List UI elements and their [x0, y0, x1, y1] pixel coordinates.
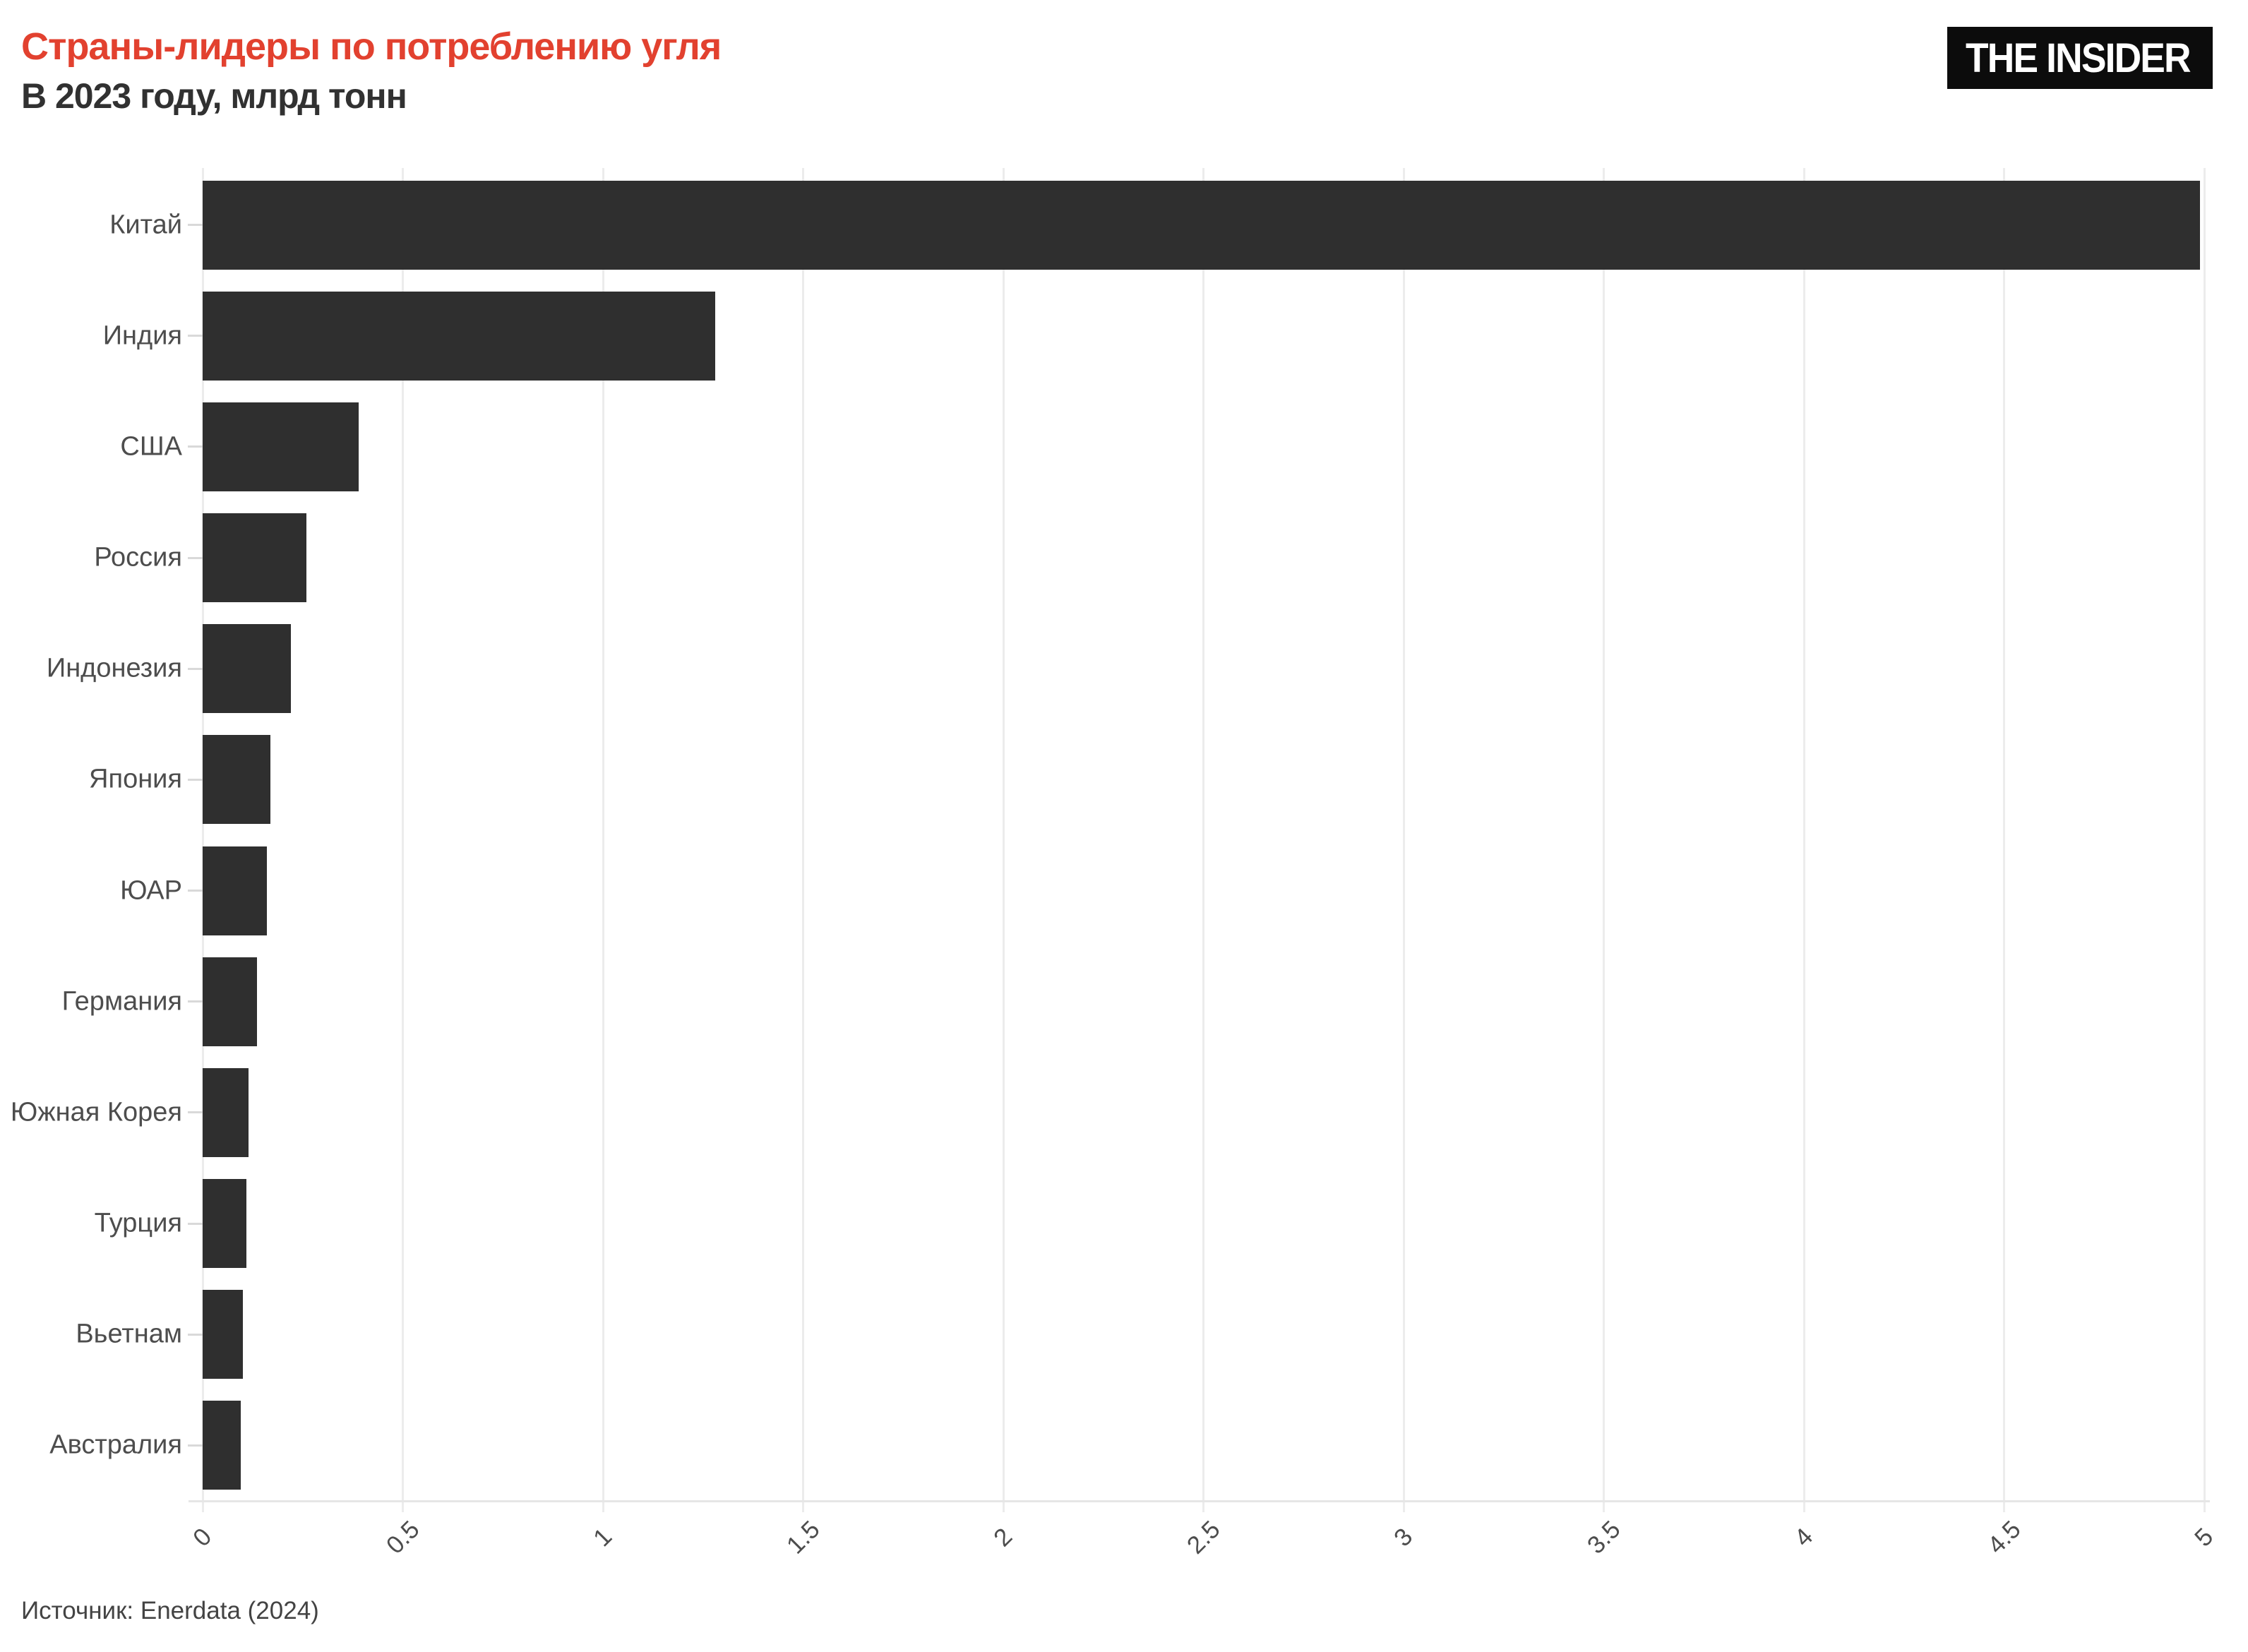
x-axis-line [189, 1500, 2210, 1502]
x-gridline [602, 168, 604, 1512]
x-gridline [2003, 168, 2005, 1512]
bar [203, 846, 267, 935]
x-axis-tick-label: 2.5 [1181, 1515, 1226, 1560]
category-label: Германия [61, 986, 182, 1017]
category-tick [188, 778, 203, 781]
x-gridline [1802, 168, 1805, 1512]
category-tick [188, 445, 203, 448]
bar [203, 180, 2200, 270]
category-label: Китай [109, 210, 182, 240]
bar [203, 624, 291, 714]
category-label: Япония [89, 764, 182, 794]
category-tick [188, 556, 203, 559]
x-gridline [2203, 168, 2206, 1512]
category-label: США [120, 431, 182, 462]
bar [203, 291, 715, 381]
bar [203, 402, 359, 491]
source-note: Источник: Enerdata (2024) [21, 1597, 319, 1624]
bar [203, 1067, 249, 1157]
x-axis-tick-label: 4 [1788, 1522, 1819, 1552]
the-insider-logo: THE INSIDER [1947, 27, 2213, 89]
bar [203, 1401, 241, 1490]
category-label: Индонезия [46, 653, 182, 683]
x-gridline [1603, 168, 1605, 1512]
x-gridline [1202, 168, 1204, 1512]
category-tick [188, 1111, 203, 1114]
x-axis-tick-label: 2 [988, 1522, 1018, 1552]
bar [203, 513, 306, 603]
category-tick [188, 1333, 203, 1336]
category-label: Австралия [49, 1430, 182, 1460]
x-axis-tick-label: 0.5 [381, 1515, 425, 1560]
category-tick [188, 335, 203, 337]
bar [203, 1179, 246, 1269]
x-gridline [201, 168, 204, 1512]
category-tick [188, 1222, 203, 1225]
chart-title: Страны-лидеры по потреблению угля [21, 25, 722, 68]
x-axis-tick-label: 3 [1388, 1522, 1418, 1552]
x-axis-tick-label: 0 [187, 1522, 217, 1552]
category-label: Индия [102, 321, 182, 351]
x-axis-tick-label: 4.5 [1982, 1515, 2026, 1560]
x-axis-tick-label: 3.5 [1582, 1515, 1626, 1560]
category-label: ЮАР [120, 875, 182, 906]
bar [203, 957, 257, 1046]
bar [203, 1290, 243, 1379]
category-tick [188, 890, 203, 892]
x-gridline [1402, 168, 1405, 1512]
category-label: Россия [94, 542, 182, 573]
category-tick [188, 667, 203, 670]
x-gridline [402, 168, 404, 1512]
x-gridline [802, 168, 804, 1512]
bar [203, 735, 270, 825]
chart-subtitle: В 2023 году, млрд тонн [21, 76, 407, 116]
category-tick [188, 224, 203, 227]
category-label: Вьетнам [76, 1319, 182, 1349]
x-axis-tick-label: 1.5 [781, 1515, 825, 1560]
category-label: Южная Корея [10, 1097, 182, 1127]
x-axis-tick-label: 1 [587, 1522, 618, 1552]
x-gridline [1002, 168, 1005, 1512]
logo-text: THE INSIDER [1966, 35, 2192, 81]
category-label: Турция [94, 1208, 182, 1238]
x-axis-tick-label: 5 [2189, 1522, 2219, 1552]
category-tick [188, 1444, 203, 1447]
category-tick [188, 1000, 203, 1003]
